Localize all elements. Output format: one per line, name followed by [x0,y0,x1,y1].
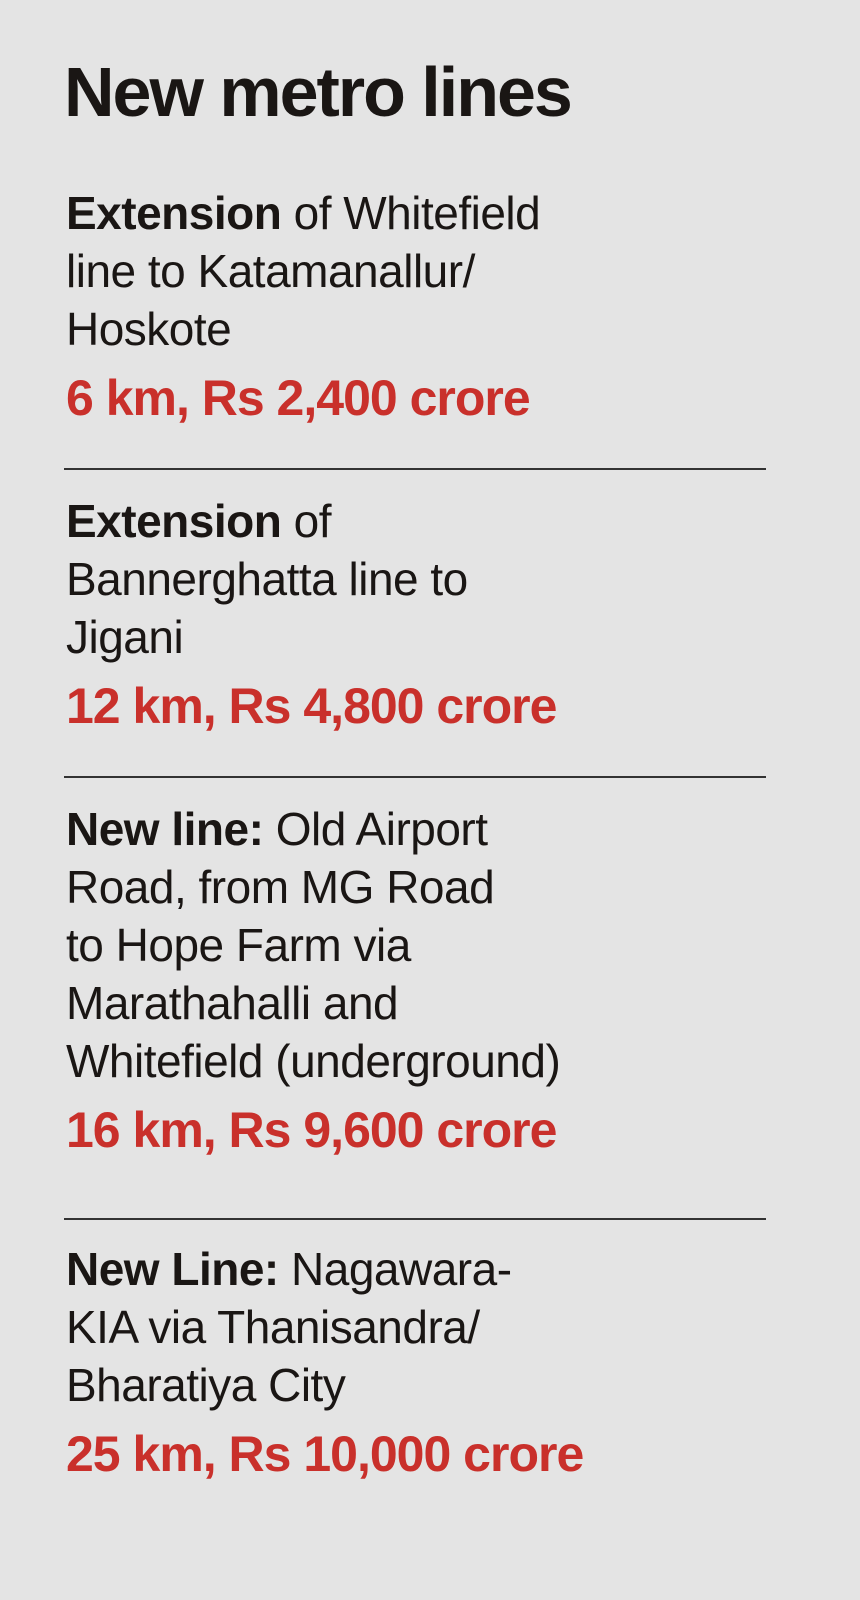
item-cost: 6 km, Rs 2,400 crore [66,370,531,426]
divider [64,1218,766,1220]
metro-item-old-airport-road: New line: Old Airport Road, from MG Road… [66,800,826,1162]
item-description-line: Whitefield (underground) [66,1035,561,1087]
item-description-line: KIA via Thanisandra/ [66,1301,480,1353]
item-description-line: Jigani [66,611,184,663]
item-label: New line: [66,803,264,855]
item-description-line: New line: Old Airport [66,800,826,858]
page-title: New metro lines [64,53,573,131]
item-description-line: line to Katamanallur/ [66,245,475,297]
item-label: Extension [66,187,282,239]
item-label: New Line: [66,1243,279,1295]
item-cost: 12 km, Rs 4,800 crore [66,678,557,734]
item-text: of [281,495,332,547]
item-description-line: Bannerghatta line to [66,553,468,605]
metro-item-bannerghatta: Extension of Bannerghatta line to Jigani… [66,492,826,738]
metro-item-whitefield: Extension of Whitefield line to Katamana… [66,184,826,430]
item-description-line: Hoskote [66,303,232,355]
item-text: Old Airport [263,803,488,855]
item-cost: 16 km, Rs 9,600 crore [66,1102,557,1158]
item-description-line: Marathahalli and [66,977,399,1029]
divider [64,468,766,470]
item-cost: 25 km, Rs 10,000 crore [66,1426,584,1482]
item-description-line: New Line: Nagawara- [66,1240,826,1298]
item-text: of Whitefield [281,187,541,239]
item-description-line: Road, from MG Road [66,861,495,913]
item-description-line: Extension of [66,492,826,550]
item-description-line: to Hope Farm via [66,919,411,971]
item-label: Extension [66,495,282,547]
metro-item-nagawara-kia: New Line: Nagawara- KIA via Thanisandra/… [66,1240,826,1486]
divider [64,776,766,778]
item-description-line: Extension of Whitefield [66,184,826,242]
item-text: Nagawara- [278,1243,512,1295]
item-description-line: Bharatiya City [66,1359,346,1411]
